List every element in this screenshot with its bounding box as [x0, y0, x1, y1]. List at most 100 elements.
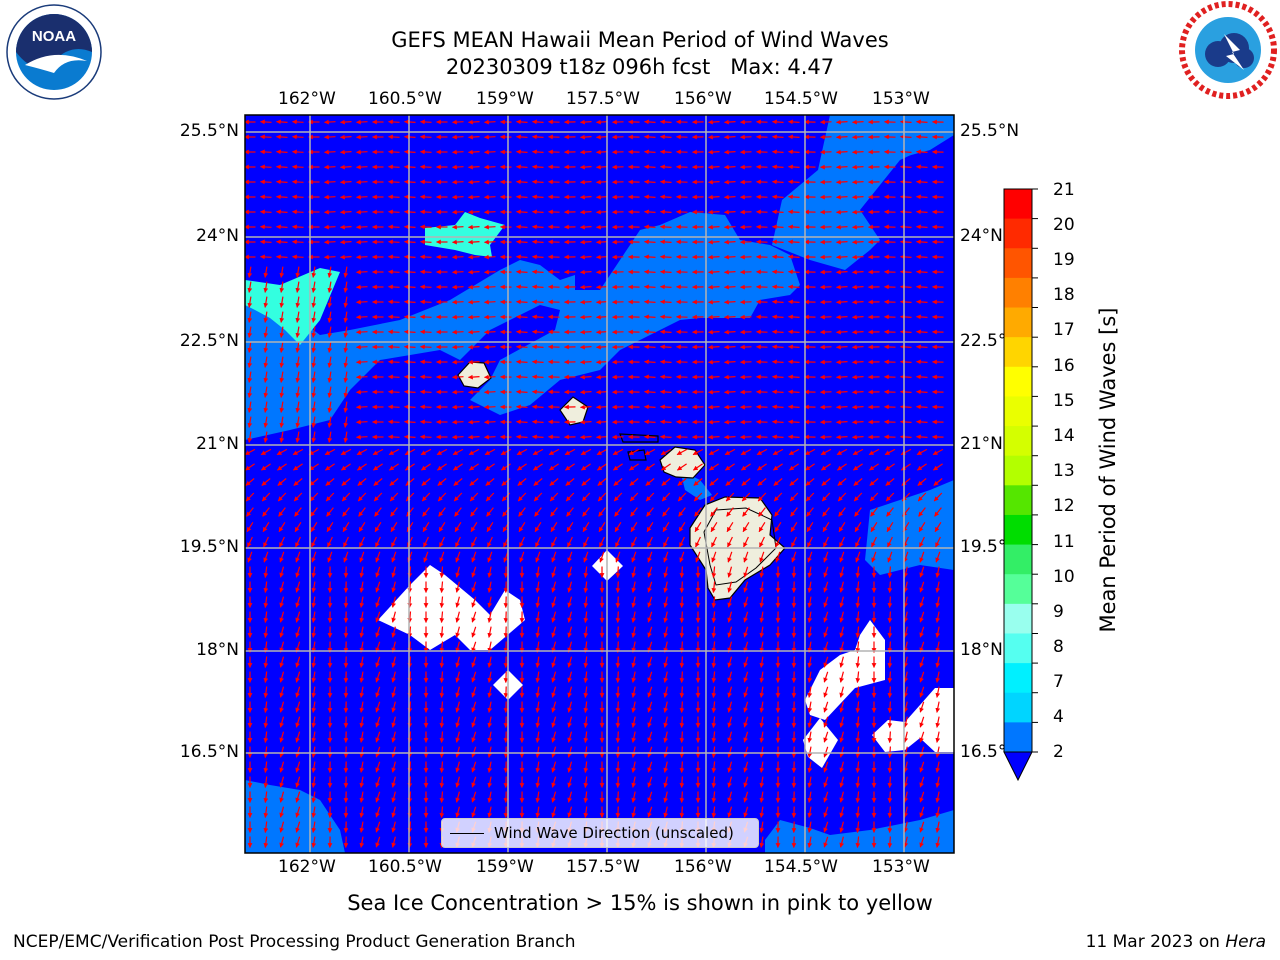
direction-arrow	[484, 179, 496, 185]
direction-arrow	[916, 209, 928, 215]
direction-arrow	[852, 239, 864, 245]
direction-arrow	[516, 284, 528, 290]
direction-arrow	[836, 284, 848, 290]
direction-arrow	[711, 551, 717, 563]
direction-arrow	[644, 179, 656, 185]
direction-arrow	[647, 596, 653, 608]
direction-arrow	[340, 448, 352, 456]
lon-tick-bottom: 153°W	[872, 857, 930, 877]
direction-arrow	[900, 434, 912, 440]
direction-arrow	[887, 701, 893, 713]
direction-arrow	[551, 581, 557, 593]
direction-arrow	[852, 134, 864, 140]
direction-arrow	[855, 566, 861, 578]
direction-arrow	[644, 419, 656, 425]
direction-arrow	[647, 611, 653, 623]
direction-arrow	[758, 521, 766, 533]
direction-arrow	[567, 611, 573, 623]
direction-arrow	[743, 596, 749, 608]
direction-arrow	[277, 478, 287, 486]
direction-arrow	[708, 209, 720, 215]
direction-arrow	[516, 119, 528, 125]
direction-arrow	[452, 209, 464, 215]
direction-arrow	[660, 209, 672, 215]
direction-arrow	[580, 284, 592, 290]
direction-arrow	[836, 389, 848, 395]
direction-arrow	[884, 448, 896, 456]
direction-arrow	[836, 239, 848, 245]
direction-arrow	[487, 566, 493, 578]
direction-arrow	[455, 551, 461, 563]
colorbar-segment	[1004, 426, 1032, 457]
direction-arrow	[327, 311, 333, 323]
direction-arrow	[295, 536, 301, 548]
direction-arrow	[292, 209, 304, 215]
direction-arrow	[919, 566, 925, 578]
direction-arrow	[788, 119, 800, 125]
direction-arrow	[356, 314, 368, 320]
direction-arrow	[788, 419, 800, 425]
direction-arrow	[596, 239, 608, 245]
direction-arrow	[404, 419, 416, 425]
direction-arrow	[836, 149, 848, 155]
direction-arrow	[549, 463, 559, 471]
direction-arrow	[852, 254, 864, 260]
direction-arrow	[583, 596, 589, 608]
colorbar-tick-label: 4	[1053, 707, 1064, 727]
direction-arrow	[855, 551, 861, 563]
direction-arrow	[359, 611, 365, 623]
direction-arrow	[789, 478, 799, 486]
colorbar-tick-label: 10	[1053, 567, 1075, 587]
direction-arrow	[597, 492, 607, 502]
direction-arrow	[500, 448, 512, 456]
direction-arrow	[612, 448, 624, 456]
direction-arrow	[468, 284, 480, 290]
direction-arrow	[900, 194, 912, 200]
direction-arrow	[615, 791, 621, 803]
direction-arrow	[839, 566, 845, 578]
direction-arrow	[340, 179, 352, 185]
direction-arrow	[916, 404, 928, 410]
direction-arrow	[356, 448, 368, 456]
direction-arrow	[839, 551, 845, 563]
direction-arrow	[580, 149, 592, 155]
direction-arrow	[276, 164, 288, 170]
direction-arrow	[727, 596, 733, 608]
direction-arrow	[324, 224, 336, 230]
direction-arrow	[342, 521, 350, 533]
direction-arrow	[708, 419, 720, 425]
direction-arrow	[356, 404, 368, 410]
colorbar-tick-label: 13	[1053, 461, 1075, 481]
direction-arrow	[838, 507, 846, 517]
direction-arrow	[789, 463, 799, 471]
direction-arrow	[327, 296, 333, 308]
direction-arrow	[644, 224, 656, 230]
direction-arrow	[532, 359, 544, 365]
direction-arrow	[693, 478, 703, 486]
direction-arrow	[663, 581, 669, 593]
direction-arrow	[788, 149, 800, 155]
direction-arrow	[535, 611, 541, 623]
lon-tick-top: 154.5°W	[764, 89, 838, 109]
direction-arrow	[420, 179, 432, 185]
direction-arrow	[724, 179, 736, 185]
direction-arrow	[404, 448, 416, 456]
direction-arrow	[486, 507, 494, 517]
direction-arrow	[469, 463, 479, 471]
direction-arrow	[631, 626, 637, 638]
lon-tick-top: 156°W	[674, 89, 732, 109]
colorbar-tick-label: 14	[1053, 426, 1075, 446]
direction-arrow	[822, 521, 830, 533]
direction-arrow	[468, 269, 480, 275]
direction-arrow	[772, 209, 784, 215]
direction-arrow	[452, 149, 464, 155]
direction-arrow	[439, 611, 445, 623]
direction-arrow	[261, 492, 271, 502]
direction-arrow	[581, 492, 591, 502]
direction-arrow	[343, 326, 349, 338]
direction-arrow	[724, 224, 736, 230]
direction-arrow	[916, 134, 928, 140]
direction-arrow	[455, 566, 461, 578]
direction-arrow	[887, 626, 893, 638]
direction-arrow	[629, 492, 639, 502]
